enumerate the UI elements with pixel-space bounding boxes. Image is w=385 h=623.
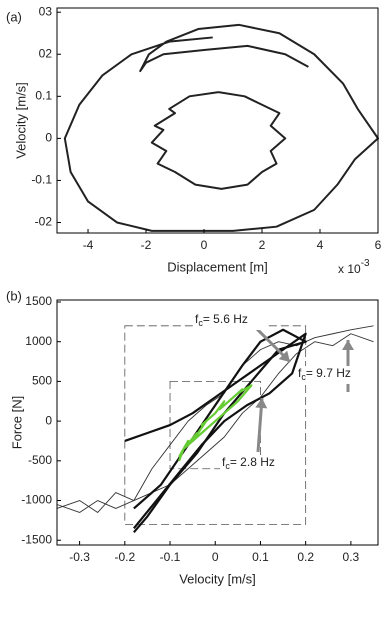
x-tick-label: 0: [212, 550, 219, 564]
annotation-text: = 5.6 Hz: [203, 312, 248, 326]
annotation-subscript: c: [301, 372, 306, 382]
annotation-subscript: c: [225, 461, 230, 471]
y-tick-label: 0: [45, 413, 52, 427]
multiplier-exponent: -3: [361, 258, 370, 269]
panel-label: (b): [6, 288, 22, 303]
y-tick-label: -02: [35, 215, 53, 229]
panel-label: (a): [6, 9, 22, 24]
x-tick-label: -0.1: [160, 550, 181, 564]
arrow-head: [255, 398, 268, 409]
annotation-text: = 9.7 Hz: [306, 366, 351, 380]
y-tick-label: 0.1: [35, 88, 52, 102]
annotation-bg: [193, 312, 267, 330]
annotation-subscript: c: [198, 318, 203, 328]
arrow-head: [342, 340, 354, 350]
annotation-bg: [220, 455, 294, 473]
axes-frame: [56, 7, 379, 234]
axes-frame: [56, 299, 379, 546]
annotation-symbol: f: [222, 455, 226, 469]
multiplier-base: x 10: [338, 262, 361, 276]
y-tick-label: -0.1: [31, 173, 52, 187]
annotation: fc= 5.6 Hz: [195, 312, 248, 328]
y-tick-label: 1500: [25, 294, 52, 308]
y-tick-label: 1000: [25, 334, 52, 348]
y-axis-label: Velocity [m/s]: [13, 82, 28, 159]
data-line: [63, 23, 379, 232]
y-axis-label: Force [N]: [9, 396, 24, 449]
arrow-head: [278, 350, 290, 362]
y-tick-label: -1500: [21, 532, 52, 546]
x-tick-label: -4: [83, 238, 94, 252]
data-line: [150, 91, 287, 190]
x-tick-label: 2: [259, 238, 266, 252]
x-tick-label: 0: [201, 238, 208, 252]
y-tick-label: -1000: [21, 493, 52, 507]
x-tick-label: 4: [317, 238, 324, 252]
x-tick-label: 0.1: [252, 550, 269, 564]
annotation: fc= 2.8 Hz: [222, 455, 275, 471]
annotation-symbol: f: [195, 312, 199, 326]
data-line: [178, 384, 253, 462]
x-tick-label: -0.3: [69, 550, 90, 564]
y-tick-label: -500: [28, 453, 52, 467]
x-tick-label: 0.2: [297, 550, 314, 564]
x-axis-label: Displacement [m]: [167, 259, 267, 274]
annotation-text: = 2.8 Hz: [230, 455, 275, 469]
data-line: [56, 333, 374, 513]
y-tick-label: 02: [39, 46, 53, 60]
x-tick-label: 6: [375, 238, 382, 252]
y-tick-label: 0: [45, 131, 52, 145]
x-axis-label: Velocity [m/s]: [179, 571, 256, 586]
x-tick-label: 0.3: [343, 550, 360, 564]
x-tick-label: -2: [141, 238, 152, 252]
y-tick-label: 500: [32, 374, 52, 388]
y-tick-label: 03: [39, 4, 53, 18]
data-line: [133, 328, 307, 534]
x-tick-label: -0.2: [114, 550, 135, 564]
annotation-bg: [296, 366, 370, 384]
annotation-symbol: f: [298, 366, 302, 380]
data-line: [56, 325, 374, 513]
annotation: fc= 9.7 Hz: [298, 366, 351, 382]
x-multiplier: x 10-3: [338, 258, 370, 277]
data-line: [124, 332, 307, 530]
